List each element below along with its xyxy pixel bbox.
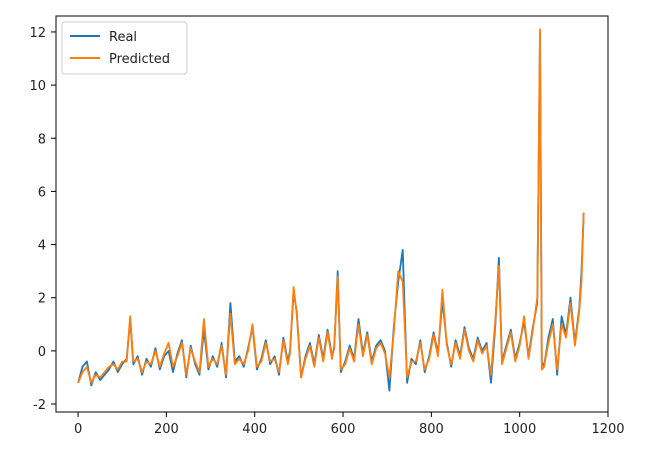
- series-line-predicted: [77, 28, 585, 384]
- y-tick-label: 4: [38, 239, 46, 254]
- x-tick-label: 0: [74, 422, 82, 437]
- y-tick-label: 0: [38, 345, 46, 360]
- legend: Real Predicted: [61, 21, 188, 75]
- y-tick-label: 8: [38, 132, 46, 147]
- y-tick-label: -2: [33, 398, 46, 413]
- x-tick-label: 200: [154, 422, 179, 437]
- plot-frame: [55, 15, 609, 413]
- y-tick-label: 6: [38, 185, 46, 200]
- ticks: 0 200 400 600 800 1000 1200 -2 0 2 4 6 8 10 12: [29, 26, 624, 437]
- y-tick-label: 12: [29, 26, 46, 41]
- y-tick-label: 10: [29, 79, 46, 94]
- y-tick-label: 2: [38, 292, 46, 307]
- legend-label: Predicted: [109, 52, 170, 67]
- x-tick-label: 600: [331, 422, 356, 437]
- series-lines: [77, 28, 585, 392]
- legend-label: Real: [109, 30, 137, 45]
- x-tick-label: 1200: [591, 422, 624, 437]
- x-tick-label: 800: [419, 422, 444, 437]
- x-tick-label: 1000: [503, 422, 536, 437]
- axes: [55, 15, 609, 413]
- x-tick-label: 400: [242, 422, 267, 437]
